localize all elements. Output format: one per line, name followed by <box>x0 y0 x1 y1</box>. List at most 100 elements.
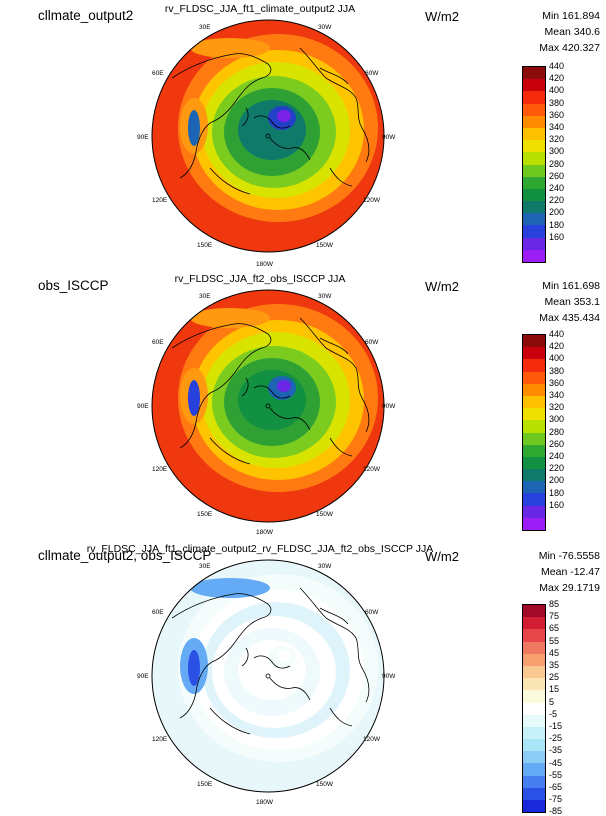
stat-mean: Mean 353.1 <box>544 296 600 308</box>
units-label: W/m2 <box>425 9 459 24</box>
lon-label-120e: 120E <box>152 197 168 204</box>
colorbar-tick-label: 240 <box>549 451 565 461</box>
units-label: W/m2 <box>425 549 459 564</box>
colorbar-swatch <box>523 505 545 518</box>
colorbar-swatch <box>523 444 545 457</box>
colorbar-swatch <box>523 383 545 396</box>
lon-label-150w: 150W <box>316 781 333 788</box>
lon-label-150w: 150W <box>316 242 333 249</box>
case-name: obs_ISCCP <box>38 278 109 293</box>
coastline <box>241 647 311 701</box>
stats-block: Min -76.5558 Mean -12.47 Max 29.1719 <box>470 548 600 596</box>
stat-min: Min -76.5558 <box>538 550 600 562</box>
units-label: W/m2 <box>425 279 459 294</box>
colorbar-tick-label: 45 <box>549 647 560 658</box>
stats-block: Min 161.894 Mean 340.6 Max 420.327 <box>470 8 600 56</box>
lon-label-30e: 30E <box>199 24 211 31</box>
colorbar-swatch <box>523 249 545 262</box>
colorbar-tick-label: 5 <box>549 696 555 707</box>
lon-label-60e: 60E <box>152 339 164 346</box>
colorbar-swatch <box>523 395 545 409</box>
polar-map-svg <box>151 19 385 253</box>
colorbar-swatch <box>523 335 545 348</box>
lon-label-90e: 90E <box>137 403 149 410</box>
stat-min: Min 161.894 <box>542 10 600 22</box>
colorbar-swatch <box>523 481 545 494</box>
colorbar-tick-label: 75 <box>549 611 560 622</box>
colorbar-tick-label: 400 <box>549 85 565 96</box>
colorbar-swatch <box>523 714 545 727</box>
colorbar-tick-label: 85 <box>549 599 560 609</box>
field-anomaly-north <box>190 308 270 328</box>
colorbar-swatch <box>523 800 545 813</box>
colorbar-swatch <box>523 665 545 679</box>
lon-label-150e: 150E <box>197 511 213 518</box>
coastline <box>209 437 353 465</box>
colorbar-swatch <box>523 371 545 384</box>
colorbar-tick-label: 380 <box>549 97 565 108</box>
colorbar-tick-label: 340 <box>549 122 565 132</box>
panel-model: cllmate_output2 rv_FLDSC_JJA_ft1_climate… <box>0 0 606 270</box>
lon-label-30e: 30E <box>199 563 211 570</box>
map-border <box>151 19 385 253</box>
case-name: cllmate_output2, obs_ISCCP <box>38 548 212 563</box>
colorbar-tick-label: -5 <box>549 708 558 719</box>
colorbar-swatch <box>523 739 545 752</box>
field-anomaly-west-core <box>188 380 200 416</box>
colorbar-tick-label: 200 <box>549 475 565 486</box>
coastline <box>299 47 370 163</box>
colorbar-swatch <box>523 213 545 226</box>
lon-label-120w: 120W <box>363 197 380 204</box>
coastline <box>299 317 370 433</box>
colorbar-tick-label: 320 <box>549 134 565 145</box>
colorbar-swatch <box>523 359 545 372</box>
north-pole-marker <box>265 673 271 679</box>
colorbar-tick-label: 160 <box>549 231 565 242</box>
lon-label-150w: 150W <box>316 511 333 518</box>
colorbar-tick-label: -75 <box>549 794 563 805</box>
colorbar-swatch <box>523 678 545 691</box>
colorbar-box <box>522 66 546 263</box>
colorbar-swatch <box>523 115 545 128</box>
colorbar-tick-label: 260 <box>549 170 565 181</box>
colorbar-tick-label: 280 <box>549 158 565 169</box>
lon-label-120w: 120W <box>363 466 380 473</box>
lon-label-30w: 30W <box>318 563 332 570</box>
colorbar-swatch <box>523 517 545 530</box>
field-anomaly-west-core <box>188 110 200 146</box>
colorbar-swatch <box>523 164 545 177</box>
colorbar-swatch <box>523 456 545 470</box>
colorbar-swatch <box>523 127 545 141</box>
lon-label-150e: 150E <box>197 781 213 788</box>
polar-map <box>150 558 386 794</box>
colorbar-swatch <box>523 91 545 104</box>
colorbar-swatch <box>523 432 545 445</box>
polar-map-svg <box>151 559 385 793</box>
colorbar-swatch <box>523 469 545 482</box>
field-core <box>238 100 306 160</box>
coastline <box>253 337 349 399</box>
lon-label-90e: 90E <box>137 673 149 680</box>
colorbar-swatch <box>523 67 545 80</box>
colorbar-swatch <box>523 787 545 800</box>
colorbar-tick-label: -45 <box>549 757 563 768</box>
colorbar-tick-label: 360 <box>549 377 565 388</box>
lon-label-30w: 30W <box>318 24 332 31</box>
colorbar-swatch <box>523 347 545 360</box>
colorbar-swatch <box>523 751 545 764</box>
colorbar-swatch <box>523 79 545 92</box>
colorbar-tick-label: 180 <box>549 487 565 498</box>
colorbar-tick-label: 160 <box>549 499 565 510</box>
panel-difference: cllmate_output2, obs_ISCCP rv_FLDSC_JJA_… <box>0 540 606 816</box>
colorbar-swatch <box>523 702 545 715</box>
coastline <box>171 53 272 179</box>
lon-label-120e: 120E <box>152 736 168 743</box>
colorbar-swatch <box>523 408 545 421</box>
lon-label-90w: 90W <box>382 134 396 141</box>
colorbar-tick-label: 380 <box>549 365 565 376</box>
colorbar-tick-label: -55 <box>549 769 563 780</box>
lon-label-90w: 90W <box>382 403 396 410</box>
lon-label-60w: 60W <box>365 339 379 346</box>
colorbar-swatch <box>523 420 545 433</box>
stat-mean: Mean -12.47 <box>541 566 600 578</box>
